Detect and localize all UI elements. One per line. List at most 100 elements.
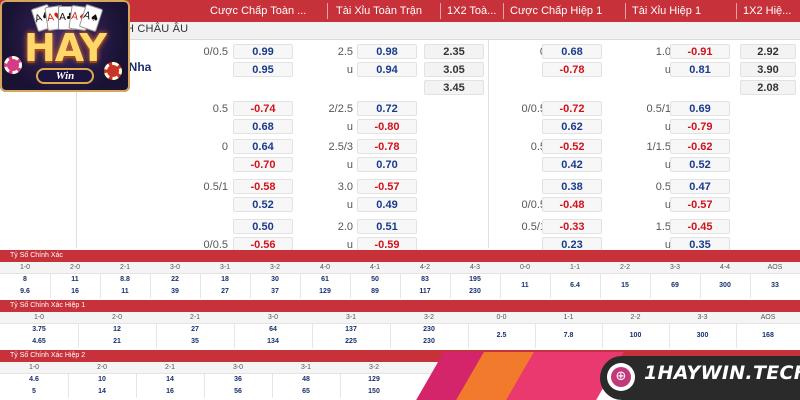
odds-1x2-cell[interactable]: 2.35: [424, 44, 484, 59]
score-odds[interactable]: 48: [302, 376, 310, 383]
odds-1x2-cell[interactable]: 3.45: [424, 80, 484, 95]
score-odds[interactable]: 27: [191, 326, 199, 333]
odds-cell[interactable]: -0.91: [670, 44, 730, 59]
odds-cell[interactable]: -0.57: [670, 197, 730, 212]
score-odds[interactable]: 225: [345, 338, 357, 345]
score-odds[interactable]: 33: [771, 282, 779, 289]
odds-cell[interactable]: -0.58: [233, 179, 293, 194]
score-odds[interactable]: 27: [221, 288, 229, 295]
score-odds[interactable]: 89: [371, 288, 379, 295]
score-odds[interactable]: 100: [629, 332, 642, 339]
score-odds[interactable]: 5: [32, 388, 36, 395]
score-odds[interactable]: 39: [171, 288, 179, 295]
odds-cell[interactable]: -0.59: [357, 237, 417, 252]
score-odds[interactable]: 150: [368, 388, 380, 395]
score-odds[interactable]: 300: [696, 332, 709, 339]
odds-cell[interactable]: -0.72: [542, 101, 602, 116]
score-odds[interactable]: 195: [469, 276, 481, 283]
score-odds[interactable]: 12: [113, 326, 121, 333]
odds-cell[interactable]: 0.64: [233, 139, 293, 154]
score-odds[interactable]: 4.6: [29, 376, 39, 383]
odds-1x2-cell[interactable]: 2.08: [740, 80, 796, 95]
odds-cell[interactable]: -0.45: [670, 219, 730, 234]
score-odds[interactable]: 16: [166, 388, 174, 395]
odds-cell[interactable]: 0.68: [542, 44, 602, 59]
odds-cell[interactable]: 0.51: [357, 219, 417, 234]
col-1x2-h1[interactable]: 1X2 Hiệ...: [743, 5, 792, 17]
score-odds[interactable]: 35: [191, 338, 199, 345]
odds-cell[interactable]: 0.62: [542, 119, 602, 134]
col-handicap-h1[interactable]: Cược Chấp Hiệp 1: [510, 5, 603, 17]
col-over-under-h1[interactable]: Tài Xỉu Hiệp 1: [632, 5, 702, 17]
score-odds[interactable]: 15: [621, 282, 629, 289]
score-odds[interactable]: 9.6: [20, 288, 30, 295]
odds-cell[interactable]: -0.78: [542, 62, 602, 77]
score-odds[interactable]: 16: [71, 288, 79, 295]
score-odds[interactable]: 61: [321, 276, 329, 283]
score-section-title[interactable]: Tỷ Số Chính Xác Hiệp 1: [0, 300, 800, 312]
score-odds[interactable]: 129: [319, 288, 331, 295]
score-odds[interactable]: 56: [234, 388, 242, 395]
odds-cell[interactable]: 0.47: [670, 179, 730, 194]
odds-cell[interactable]: -0.33: [542, 219, 602, 234]
odds-cell[interactable]: -0.78: [357, 139, 417, 154]
odds-cell[interactable]: 0.81: [670, 62, 730, 77]
score-section-title[interactable]: Tỷ Số Chính Xác: [0, 250, 800, 262]
league-name[interactable]: H CHÂU ÂU: [126, 23, 189, 35]
score-odds[interactable]: 50: [371, 276, 379, 283]
odds-cell[interactable]: -0.52: [542, 139, 602, 154]
odds-cell[interactable]: 0.69: [670, 101, 730, 116]
odds-cell[interactable]: -0.74: [233, 101, 293, 116]
col-1x2-full[interactable]: 1X2 Toà...: [447, 5, 497, 17]
score-odds[interactable]: 14: [166, 376, 174, 383]
score-odds[interactable]: 2.5: [496, 332, 507, 339]
odds-cell[interactable]: 0.52: [670, 157, 730, 172]
odds-cell[interactable]: 0.38: [542, 179, 602, 194]
score-odds[interactable]: 11: [521, 282, 529, 289]
score-odds[interactable]: 21: [113, 338, 121, 345]
score-odds[interactable]: 10: [98, 376, 106, 383]
odds-cell[interactable]: -0.48: [542, 197, 602, 212]
score-odds[interactable]: 64: [269, 326, 277, 333]
score-odds[interactable]: 129: [368, 376, 380, 383]
odds-cell[interactable]: 0.72: [357, 101, 417, 116]
odds-cell[interactable]: 0.94: [357, 62, 417, 77]
odds-cell[interactable]: 0.95: [233, 62, 293, 77]
odds-cell[interactable]: 0.49: [357, 197, 417, 212]
score-odds[interactable]: 230: [469, 288, 481, 295]
odds-1x2-cell[interactable]: 3.05: [424, 62, 484, 77]
col-over-under-full[interactable]: Tài Xỉu Toàn Trận: [336, 5, 423, 17]
odds-cell[interactable]: -0.80: [357, 119, 417, 134]
score-odds[interactable]: 18: [221, 276, 229, 283]
odds-1x2-cell[interactable]: 3.90: [740, 62, 796, 77]
score-odds[interactable]: 22: [171, 276, 179, 283]
odds-cell[interactable]: 0.98: [357, 44, 417, 59]
odds-cell[interactable]: 0.70: [357, 157, 417, 172]
odds-cell[interactable]: 0.52: [233, 197, 293, 212]
score-odds[interactable]: 14: [98, 388, 106, 395]
score-odds[interactable]: 230: [423, 338, 435, 345]
score-odds[interactable]: 300: [719, 282, 731, 289]
score-odds[interactable]: 8.8: [120, 276, 130, 283]
score-odds[interactable]: 8: [23, 276, 27, 283]
score-odds[interactable]: 117: [419, 288, 431, 295]
score-odds[interactable]: 36: [234, 376, 242, 383]
odds-cell[interactable]: -0.57: [357, 179, 417, 194]
score-odds[interactable]: 6.4: [570, 282, 580, 289]
score-odds[interactable]: 69: [671, 282, 679, 289]
odds-cell[interactable]: -0.70: [233, 157, 293, 172]
odds-cell[interactable]: -0.56: [233, 237, 293, 252]
odds-cell[interactable]: -0.79: [670, 119, 730, 134]
col-handicap-full[interactable]: Cược Chấp Toàn ...: [210, 5, 307, 17]
score-odds[interactable]: 4.65: [32, 338, 46, 345]
odds-cell[interactable]: -0.62: [670, 139, 730, 154]
score-odds[interactable]: 137: [345, 326, 357, 333]
score-odds[interactable]: 30: [271, 276, 279, 283]
score-odds[interactable]: 168: [762, 332, 774, 339]
score-odds[interactable]: 37: [271, 288, 279, 295]
odds-cell[interactable]: 0.42: [542, 157, 602, 172]
score-odds[interactable]: 11: [71, 276, 79, 283]
score-odds[interactable]: 7.8: [563, 332, 574, 339]
score-odds[interactable]: 65: [302, 388, 310, 395]
score-odds[interactable]: 83: [421, 276, 429, 283]
